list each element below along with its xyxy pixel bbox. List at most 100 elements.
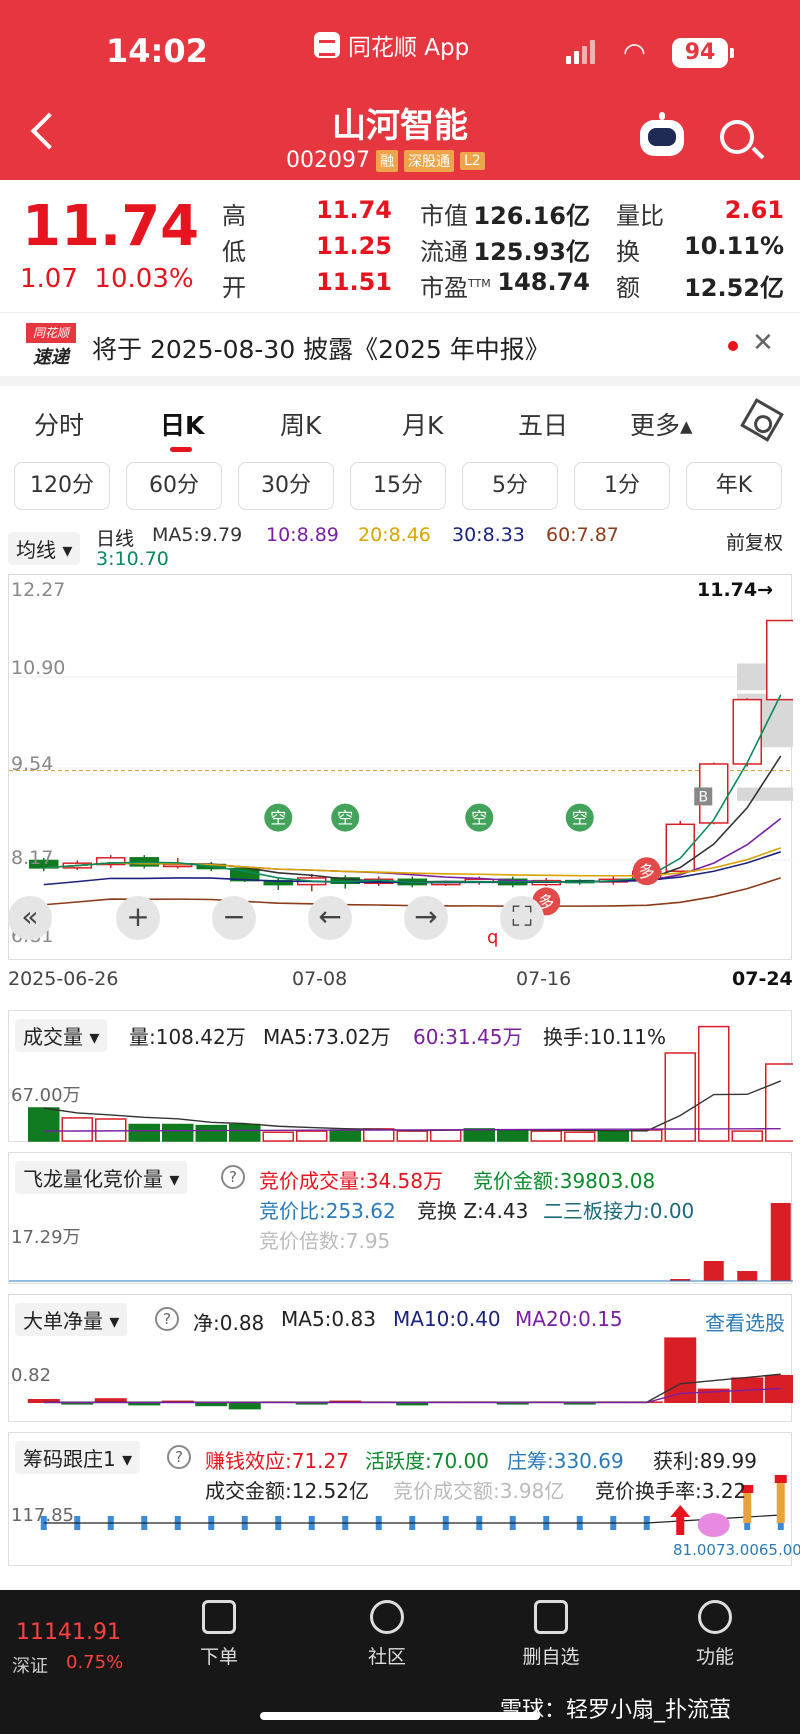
bigorder-panel[interactable]: 大单净量 ▾ ? 净:0.88 MA5:0.83 MA10:0.40 MA20:… xyxy=(8,1294,793,1422)
nav-community[interactable]: 社区 xyxy=(332,1600,442,1669)
quote-volratio-value: 2.61 xyxy=(724,196,784,224)
price-change: 1.07 10.03% xyxy=(20,264,194,294)
volume-bar xyxy=(296,1130,328,1142)
notice-bar[interactable]: 同花顺 速递 将于 2025-08-30 披露《2025 年中报》 xyxy=(0,312,800,376)
stock-name: 山河智能 xyxy=(332,106,468,146)
auction-panel[interactable]: 飞龙量化竞价量 ▾ ? 竞价成交量:34.58万 竞价金额:39803.08 竞… xyxy=(8,1152,793,1284)
nav-order[interactable]: 下单 xyxy=(164,1600,274,1669)
tab-monthly-k[interactable]: 月K xyxy=(402,411,444,440)
signal-kong-label: 空 xyxy=(471,809,487,828)
ma20-value: 20:8.46 xyxy=(358,524,431,546)
bigorder-net: 净:0.88 xyxy=(193,1311,265,1335)
period-5m[interactable]: 5分 xyxy=(462,462,558,510)
chips-selector[interactable]: 筹码跟庄1 ▾ xyxy=(15,1441,141,1474)
nav-functions[interactable]: 功能 xyxy=(660,1600,770,1669)
period-60m[interactable]: 60分 xyxy=(126,462,222,510)
chips-amount: 成交金额:12.52亿 xyxy=(205,1479,369,1503)
period-year-k[interactable]: 年K xyxy=(686,462,782,510)
chips-y-label: 117.85 xyxy=(11,1505,74,1526)
volume-bar xyxy=(396,1130,428,1142)
bigorder-bar xyxy=(396,1403,429,1406)
candle-body xyxy=(766,619,793,701)
volume-bar xyxy=(262,1131,294,1142)
auction-relay: 二三板接力:0.00 xyxy=(543,1199,695,1223)
ma5-value: MA5:9.79 xyxy=(152,524,243,546)
zoom-in-button[interactable]: + xyxy=(116,896,160,940)
last-price: 11.74 xyxy=(22,194,200,259)
period-30m[interactable]: 30分 xyxy=(238,462,334,510)
stock-code-line: 002097 融 深股通 L2 xyxy=(286,148,485,173)
volume-bar xyxy=(765,1063,793,1142)
ths-logo-icon xyxy=(314,32,340,58)
chips-auction-turnover: 竞价换手率:3.22 xyxy=(595,1479,747,1503)
search-icon[interactable] xyxy=(720,120,754,154)
volume-y-label: 67.00万 xyxy=(11,1085,81,1106)
bigorder-ma20: MA20:0.15 xyxy=(515,1307,623,1331)
volume-panel[interactable]: 成交量 ▾ 量:108.42万 MA5:73.02万 60:31.45万 换手:… xyxy=(8,1010,793,1142)
status-app-name: 同花顺 App xyxy=(314,28,469,62)
pan-right-button[interactable]: → xyxy=(404,896,448,940)
collapse-left-button[interactable]: « xyxy=(8,896,52,940)
tab-daily-k[interactable]: 日K xyxy=(160,411,205,440)
quote-pe-label: 市盈TTM xyxy=(420,274,491,302)
chips-up-arrow xyxy=(670,1505,691,1535)
volume-ma60: 60:31.45万 xyxy=(413,1025,523,1049)
chips-panel[interactable]: 筹码跟庄1 ▾ ? 赚钱效应:71.27 活跃度:70.00 庄筹:330.69… xyxy=(8,1432,800,1566)
unread-dot xyxy=(728,341,738,351)
nav-remove-watchlist[interactable]: 删自选 xyxy=(496,1600,606,1669)
adjust-mode[interactable]: 前复权 xyxy=(726,532,784,554)
badge-b-box xyxy=(694,787,713,806)
bigorder-ma10: MA10:0.40 xyxy=(393,1307,501,1331)
auction-amount: 竞价金额:39803.08 xyxy=(473,1169,656,1193)
index-value[interactable]: 11141.91 xyxy=(16,1620,121,1645)
notice-text[interactable]: 将于 2025-08-30 披露《2025 年中报》 xyxy=(92,335,550,364)
close-icon[interactable]: ✕ xyxy=(752,328,774,358)
ma-selector[interactable]: 均线 ▾ xyxy=(8,532,81,565)
period-1m[interactable]: 1分 xyxy=(574,462,670,510)
candle-body xyxy=(732,698,762,765)
volume-value: 量:108.42万 xyxy=(129,1025,246,1049)
volume-bar xyxy=(195,1124,227,1142)
bigorder-help-icon[interactable]: ? xyxy=(155,1307,179,1331)
tag-level2: L2 xyxy=(459,151,485,170)
chips-help-icon[interactable]: ? xyxy=(167,1445,191,1469)
tab-weekly-k[interactable]: 周K xyxy=(280,411,322,440)
ma-legend: 均线 ▾ 日线 MA5:9.79 10:8.89 20:8.46 30:8.33… xyxy=(0,522,800,574)
auction-help-icon[interactable]: ? xyxy=(221,1165,245,1189)
tab-five-day[interactable]: 五日 xyxy=(518,411,569,440)
volume-bar xyxy=(430,1129,462,1142)
auction-y-label: 17.29万 xyxy=(11,1227,81,1248)
date-0724: 07-24 xyxy=(732,968,793,990)
chips-bottom-numbers: 81.0073.0065.00 xyxy=(673,1541,800,1559)
zoom-out-button[interactable]: − xyxy=(212,896,256,940)
fullscreen-button[interactable]: ⛶ xyxy=(500,896,544,940)
robot-assistant-icon[interactable] xyxy=(640,112,684,156)
period-selector: 120分 60分 30分 15分 5分 1分 年K xyxy=(0,462,800,512)
candle-body xyxy=(96,857,126,866)
auction-bar xyxy=(703,1261,724,1281)
auction-selector[interactable]: 飞龙量化竞价量 ▾ xyxy=(15,1161,188,1194)
period-120m[interactable]: 120分 xyxy=(14,462,110,510)
pan-left-button[interactable]: ← xyxy=(308,896,352,940)
view-screener-link[interactable]: 查看选股 xyxy=(705,1311,785,1335)
tab-intraday[interactable]: 分时 xyxy=(34,411,85,440)
home-indicator[interactable] xyxy=(260,1712,540,1720)
volume-bar xyxy=(698,1025,730,1142)
chips-line xyxy=(43,1514,781,1524)
tab-more[interactable]: 更多▴ xyxy=(630,411,693,440)
bigorder-y-label: 0.82 xyxy=(11,1365,52,1386)
signal-kong-marker xyxy=(565,803,594,832)
volume-selector[interactable]: 成交量 ▾ xyxy=(15,1019,108,1052)
volume-turnover: 换手:10.11% xyxy=(543,1025,666,1049)
auction-ratio: 竞价比:253.62 xyxy=(259,1199,396,1223)
period-15m[interactable]: 15分 xyxy=(350,462,446,510)
tag-connect: 深股通 xyxy=(403,149,454,172)
quote-turnover-value: 10.11% xyxy=(684,232,784,260)
wifi-icon: ◠ xyxy=(623,38,646,68)
bigorder-bar xyxy=(195,1403,228,1407)
auction-multiple: 竞价倍数:7.95 xyxy=(259,1229,391,1253)
quote-open-label: 开 xyxy=(222,274,246,302)
bigorder-selector[interactable]: 大单净量 ▾ xyxy=(15,1303,128,1336)
menu-circle-icon xyxy=(698,1600,732,1634)
